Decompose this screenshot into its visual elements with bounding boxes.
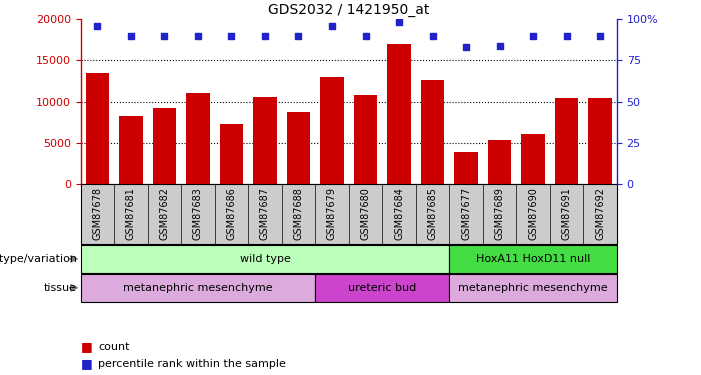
Text: GSM87677: GSM87677 xyxy=(461,187,471,240)
Text: GSM87683: GSM87683 xyxy=(193,187,203,240)
Point xyxy=(393,20,404,26)
Title: GDS2032 / 1421950_at: GDS2032 / 1421950_at xyxy=(268,3,430,17)
Text: metanephric mesenchyme: metanephric mesenchyme xyxy=(458,283,608,293)
Bar xyxy=(153,108,176,184)
Bar xyxy=(555,98,578,184)
FancyBboxPatch shape xyxy=(449,245,617,273)
Bar xyxy=(119,116,142,184)
Text: ureteric bud: ureteric bud xyxy=(348,283,416,293)
Text: GSM87681: GSM87681 xyxy=(126,187,136,240)
Bar xyxy=(387,44,411,184)
FancyBboxPatch shape xyxy=(81,274,315,302)
Point xyxy=(527,33,538,39)
FancyBboxPatch shape xyxy=(81,245,449,273)
Bar xyxy=(354,95,377,184)
Bar xyxy=(186,93,210,184)
Point xyxy=(427,33,438,39)
Text: GSM87692: GSM87692 xyxy=(595,187,605,240)
Text: count: count xyxy=(98,342,130,352)
Point xyxy=(561,33,572,39)
Text: genotype/variation: genotype/variation xyxy=(0,254,77,264)
FancyBboxPatch shape xyxy=(315,274,449,302)
Text: metanephric mesenchyme: metanephric mesenchyme xyxy=(123,283,273,293)
Bar xyxy=(588,98,612,184)
Bar xyxy=(421,80,444,184)
Text: GSM87684: GSM87684 xyxy=(394,187,404,240)
Text: GSM87679: GSM87679 xyxy=(327,187,337,240)
Text: HoxA11 HoxD11 null: HoxA11 HoxD11 null xyxy=(476,254,590,264)
Text: ■: ■ xyxy=(81,340,93,353)
Bar xyxy=(320,77,343,184)
Point xyxy=(159,33,170,39)
Point xyxy=(594,33,606,39)
Text: GSM87689: GSM87689 xyxy=(495,187,505,240)
Bar xyxy=(86,73,109,184)
Point xyxy=(226,33,237,39)
Text: GSM87688: GSM87688 xyxy=(294,187,304,240)
Point xyxy=(494,42,505,48)
Bar xyxy=(219,124,243,184)
Bar xyxy=(287,112,311,184)
FancyBboxPatch shape xyxy=(449,274,617,302)
Bar xyxy=(488,140,511,184)
Text: GSM87690: GSM87690 xyxy=(528,187,538,240)
Point xyxy=(293,33,304,39)
Text: GSM87687: GSM87687 xyxy=(260,187,270,240)
Point xyxy=(327,23,338,29)
Point xyxy=(125,33,137,39)
Point xyxy=(92,23,103,29)
Text: GSM87685: GSM87685 xyxy=(428,187,437,240)
Text: GSM87678: GSM87678 xyxy=(93,187,102,240)
Text: GSM87682: GSM87682 xyxy=(159,187,170,240)
Text: GSM87691: GSM87691 xyxy=(562,187,571,240)
Bar xyxy=(522,134,545,184)
Text: tissue: tissue xyxy=(44,283,77,293)
Bar xyxy=(253,97,277,184)
Text: GSM87686: GSM87686 xyxy=(226,187,236,240)
Point xyxy=(461,44,472,50)
Text: ■: ■ xyxy=(81,357,93,370)
Point xyxy=(259,33,271,39)
Text: GSM87680: GSM87680 xyxy=(360,187,371,240)
Text: wild type: wild type xyxy=(240,254,290,264)
Text: percentile rank within the sample: percentile rank within the sample xyxy=(98,359,286,369)
Point xyxy=(360,33,371,39)
Point xyxy=(192,33,203,39)
Bar xyxy=(454,152,478,184)
